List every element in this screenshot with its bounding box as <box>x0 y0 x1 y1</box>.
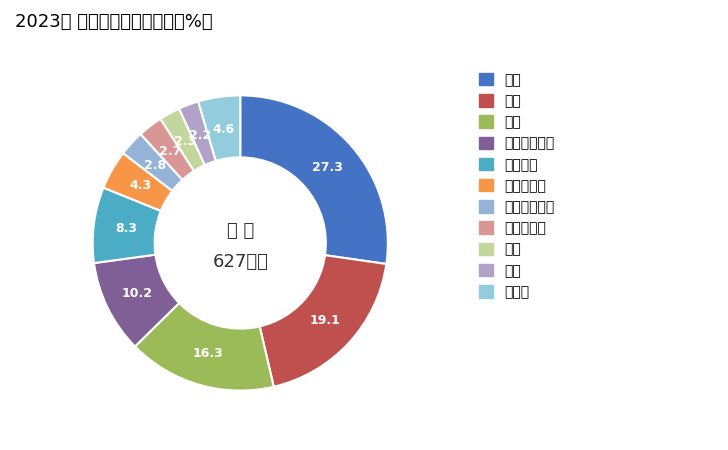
Text: 2.2: 2.2 <box>189 129 211 142</box>
Wedge shape <box>123 134 183 191</box>
Text: 4.6: 4.6 <box>213 122 234 135</box>
Text: 27.3: 27.3 <box>312 161 343 174</box>
Text: 19.1: 19.1 <box>309 314 341 327</box>
Text: 2023年 輸出相手国のシェア（%）: 2023年 輸出相手国のシェア（%） <box>15 14 212 32</box>
Wedge shape <box>240 95 388 264</box>
Wedge shape <box>135 303 274 391</box>
Text: 16.3: 16.3 <box>193 347 223 360</box>
Wedge shape <box>94 255 179 346</box>
Wedge shape <box>198 95 240 161</box>
Text: 2.7: 2.7 <box>159 145 181 158</box>
Text: 10.2: 10.2 <box>122 287 152 300</box>
Text: 627億円: 627億円 <box>213 253 268 271</box>
Text: 2.8: 2.8 <box>144 159 167 172</box>
Legend: 中国, タイ, 台湾, シンガポール, ベトナム, フィリピン, インドネシア, マレーシア, 韓国, 香港, その他: 中国, タイ, 台湾, シンガポール, ベトナム, フィリピン, インドネシア,… <box>479 73 554 299</box>
Wedge shape <box>103 153 173 211</box>
Wedge shape <box>92 188 161 263</box>
Wedge shape <box>179 102 216 165</box>
Text: 総 額: 総 額 <box>226 222 254 240</box>
Wedge shape <box>160 108 205 171</box>
Text: 2.3: 2.3 <box>174 135 197 148</box>
Text: 4.3: 4.3 <box>130 180 151 192</box>
Wedge shape <box>141 119 194 180</box>
Wedge shape <box>260 255 387 387</box>
Text: 8.3: 8.3 <box>115 222 137 235</box>
